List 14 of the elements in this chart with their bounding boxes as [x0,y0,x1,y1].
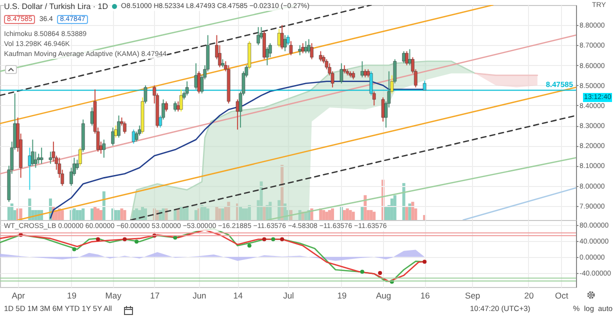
x-tick-label: 19 [337,290,347,300]
x-tick-label: Oct [555,290,569,300]
x-tick-label: Apr [12,290,26,300]
x-tick-label: 17 [150,290,160,300]
x-tick-label: Aug [376,290,392,300]
x-tick-label: 20 [524,290,534,300]
x-tick-label: Jun [192,290,207,300]
x-tick-label: Sep [465,290,480,300]
x-tick-label: 19 [67,290,77,300]
x-tick-label: Jul [283,290,294,300]
chart-title: U.S. Dollar / Turkish Lira · 1D [4,2,108,11]
x-tick-label: May [105,290,122,300]
x-tick-label: 14 [233,290,244,300]
x-tick-label: 16 [420,290,430,300]
